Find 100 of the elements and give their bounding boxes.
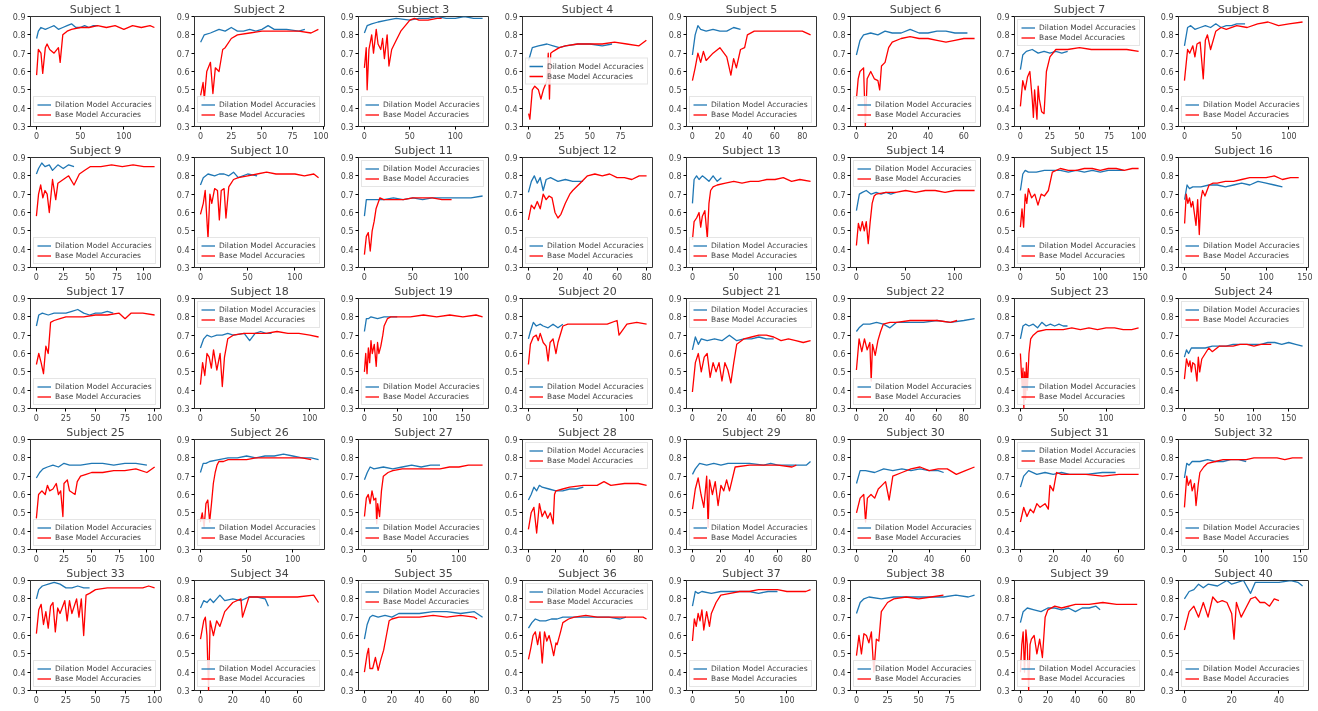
y-tick-label: 0.5 xyxy=(668,368,682,378)
y-tick-label: 0.3 xyxy=(668,546,682,555)
y-tick-label: 0.8 xyxy=(340,172,354,182)
chart-title: Subject 22 xyxy=(886,285,945,298)
y-tick-label: 0.6 xyxy=(176,632,190,641)
y-tick-label: 0.4 xyxy=(176,527,190,537)
x-tick-label: 150 xyxy=(1132,272,1148,282)
x-tick-label: 75 xyxy=(119,695,131,705)
y-tick-label: 0.6 xyxy=(832,209,846,218)
y-tick-label: 0.4 xyxy=(176,386,190,396)
y-tick-label: 0.8 xyxy=(12,454,26,464)
x-tick-label: 150 xyxy=(805,272,821,282)
chart-title: Subject 18 xyxy=(230,285,289,298)
chart-title: Subject 26 xyxy=(230,426,289,439)
y-tick-label: 0.7 xyxy=(12,49,26,59)
chart-title: Subject 8 xyxy=(1217,3,1270,16)
y-tick-label: 0.4 xyxy=(504,104,518,114)
y-tick-label: 0.8 xyxy=(504,454,518,464)
x-tick-label: 40 xyxy=(1080,554,1092,564)
chart-title: Subject 20 xyxy=(558,285,617,298)
chart-title: Subject 25 xyxy=(66,426,125,439)
y-tick-label: 0.9 xyxy=(996,13,1010,22)
chart-title: Subject 36 xyxy=(558,567,617,580)
y-tick-label: 0.7 xyxy=(832,613,846,623)
x-tick-label: 100 xyxy=(453,272,469,282)
y-tick-label: 0.7 xyxy=(504,613,518,623)
y-tick-label: 0.5 xyxy=(504,650,518,660)
y-tick-label: 0.5 xyxy=(176,86,190,96)
x-tick-label: 0 xyxy=(1017,695,1023,705)
x-tick-label: 150 xyxy=(455,413,471,423)
y-tick-label: 0.7 xyxy=(832,190,846,200)
x-tick-label: 0 xyxy=(853,695,860,705)
y-tick-label: 0.3 xyxy=(12,264,26,273)
x-tick-label: 40 xyxy=(578,554,589,564)
x-tick-label: 50 xyxy=(1058,413,1069,423)
y-tick-label: 0.7 xyxy=(176,613,190,623)
y-tick-label: 0.7 xyxy=(668,49,682,59)
y-tick-label: 0.4 xyxy=(832,527,846,537)
y-tick-label: 0.5 xyxy=(504,86,518,96)
y-tick-label: 0.7 xyxy=(1160,331,1174,341)
x-tick-label: 60 xyxy=(769,131,780,141)
y-tick-label: 0.8 xyxy=(12,31,26,41)
x-tick-label: 80 xyxy=(1125,695,1136,705)
chart-title: Subject 21 xyxy=(722,285,781,298)
x-tick-label: 50 xyxy=(404,131,415,141)
y-tick-label: 0.5 xyxy=(832,86,846,96)
y-tick-label: 0.7 xyxy=(504,472,518,482)
y-tick-label: 0.8 xyxy=(832,595,846,605)
chart-title: Subject 10 xyxy=(230,144,289,157)
y-tick-label: 0.3 xyxy=(996,264,1010,273)
x-tick-label: 0 xyxy=(525,413,531,423)
x-tick-label: 20 xyxy=(878,413,889,423)
chart-title: Subject 23 xyxy=(1050,285,1109,298)
y-tick-label: 0.9 xyxy=(504,295,518,304)
x-tick-label: 40 xyxy=(260,695,271,705)
x-tick-label: 50 xyxy=(241,554,252,564)
x-tick-label: 50 xyxy=(580,695,591,705)
x-tick-label: 0 xyxy=(1017,131,1023,141)
y-tick-label: 0.5 xyxy=(668,650,682,660)
x-tick-label: 60 xyxy=(775,413,787,423)
x-tick-label: 25 xyxy=(1044,131,1056,141)
y-tick-label: 0.6 xyxy=(668,350,682,359)
y-tick-label: 0.3 xyxy=(12,546,26,555)
x-tick-label: 0 xyxy=(1181,695,1187,705)
chart-title: Subject 40 xyxy=(1214,567,1273,580)
x-tick-label: 0 xyxy=(198,131,204,141)
y-tick-label: 0.7 xyxy=(340,613,354,623)
y-tick-label: 0.4 xyxy=(832,668,846,678)
y-tick-label: 0.4 xyxy=(1160,245,1174,255)
y-tick-label: 0.9 xyxy=(996,154,1010,163)
chart-title: Subject 38 xyxy=(886,567,945,580)
y-tick-label: 0.3 xyxy=(340,405,354,414)
y-tick-label: 0.3 xyxy=(504,687,518,696)
y-tick-label: 0.7 xyxy=(1160,49,1174,59)
y-tick-label: 0.8 xyxy=(504,172,518,182)
y-tick-label: 0.9 xyxy=(832,436,846,445)
y-tick-label: 0.6 xyxy=(504,350,518,359)
y-tick-label: 0.3 xyxy=(176,405,190,414)
y-tick-label: 0.7 xyxy=(12,331,26,341)
y-tick-label: 0.6 xyxy=(1160,209,1174,218)
y-tick-label: 0.5 xyxy=(12,86,26,96)
y-tick-label: 0.3 xyxy=(996,405,1010,414)
y-tick-label: 0.7 xyxy=(1160,190,1174,200)
y-tick-label: 0.3 xyxy=(668,405,682,414)
x-tick-label: 100 xyxy=(619,413,635,423)
x-tick-label: 50 xyxy=(85,272,96,282)
y-tick-label: 0.7 xyxy=(996,613,1010,623)
y-tick-label: 0.6 xyxy=(340,209,354,218)
chart-title: Subject 35 xyxy=(394,567,453,580)
y-tick-label: 0.3 xyxy=(668,687,682,696)
chart-title: Subject 32 xyxy=(1214,426,1273,439)
y-tick-label: 0.5 xyxy=(668,86,682,96)
y-tick-label: 0.9 xyxy=(340,154,354,163)
y-tick-label: 0.5 xyxy=(996,86,1010,96)
y-tick-label: 0.7 xyxy=(12,190,26,200)
x-tick-label: 0 xyxy=(33,554,39,564)
y-tick-label: 0.6 xyxy=(832,632,846,641)
chart-title: Subject 28 xyxy=(558,426,617,439)
x-tick-label: 100 xyxy=(285,554,301,564)
y-tick-label: 0.9 xyxy=(176,436,190,445)
